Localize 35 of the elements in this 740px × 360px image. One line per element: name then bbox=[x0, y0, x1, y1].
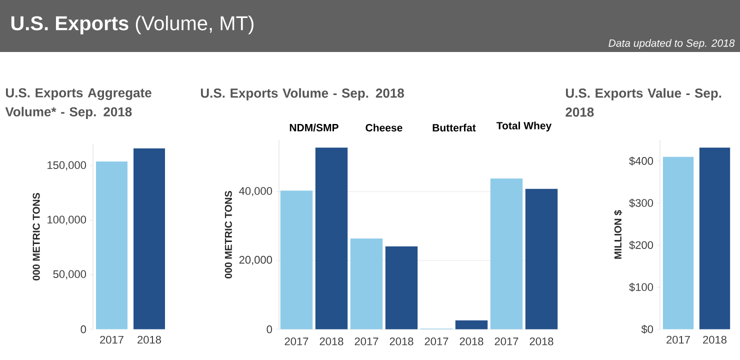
y-tick-label: $300 bbox=[629, 198, 654, 208]
y-tick-label: 100,000 bbox=[48, 216, 86, 225]
y-tick-label: 150,000 bbox=[48, 161, 86, 170]
bar bbox=[280, 190, 313, 330]
y-tick-label: $200 bbox=[629, 240, 654, 250]
y-axis-title: 000 METRIC TONS bbox=[224, 190, 232, 278]
x-tick-label: 2018 bbox=[138, 336, 161, 344]
y-tick-label: 0 bbox=[80, 325, 86, 334]
chart-title: U.S. Exports Volume - Sep. 2018 bbox=[200, 88, 404, 100]
bar bbox=[455, 320, 488, 330]
x-tick-label: Butterfat bbox=[432, 124, 476, 132]
chart-title: U.S. Exports Value - Sep. 2018 bbox=[566, 88, 722, 117]
bar bbox=[350, 238, 383, 330]
bar bbox=[315, 148, 348, 330]
y-axis-title: 000 METRIC TONS bbox=[32, 192, 40, 280]
y-tick-label: 40,000 bbox=[239, 187, 272, 196]
x-tick-label: 2017 bbox=[100, 336, 124, 344]
y-axis-title: MILLION $ bbox=[614, 210, 622, 259]
y-tick-label: 50,000 bbox=[53, 270, 86, 280]
bar bbox=[385, 246, 418, 330]
y-tick-label: $100 bbox=[629, 282, 654, 292]
y-tick-label: 0 bbox=[266, 325, 272, 334]
x-tick-label: Total Whey bbox=[496, 122, 552, 132]
bar bbox=[525, 188, 558, 330]
y-tick-label: $0 bbox=[641, 324, 654, 334]
text: U.S. Exports (Volume, MT) bbox=[11, 16, 254, 34]
x-tick-label: Cheese bbox=[366, 124, 402, 132]
y-tick-label: $400 bbox=[629, 156, 654, 166]
text: Data updated to Sep. 2018 bbox=[608, 39, 735, 49]
x-tick-label: 2017 bbox=[666, 336, 690, 344]
x-tick-label: 2018 bbox=[703, 336, 726, 344]
chart-title: U.S. Exports Aggregate Volume* - Sep. 2018 bbox=[5, 88, 152, 119]
y-tick-label: 20,000 bbox=[239, 256, 272, 266]
bar bbox=[490, 178, 523, 330]
x-tick-label: NDM/SMP bbox=[290, 124, 338, 132]
